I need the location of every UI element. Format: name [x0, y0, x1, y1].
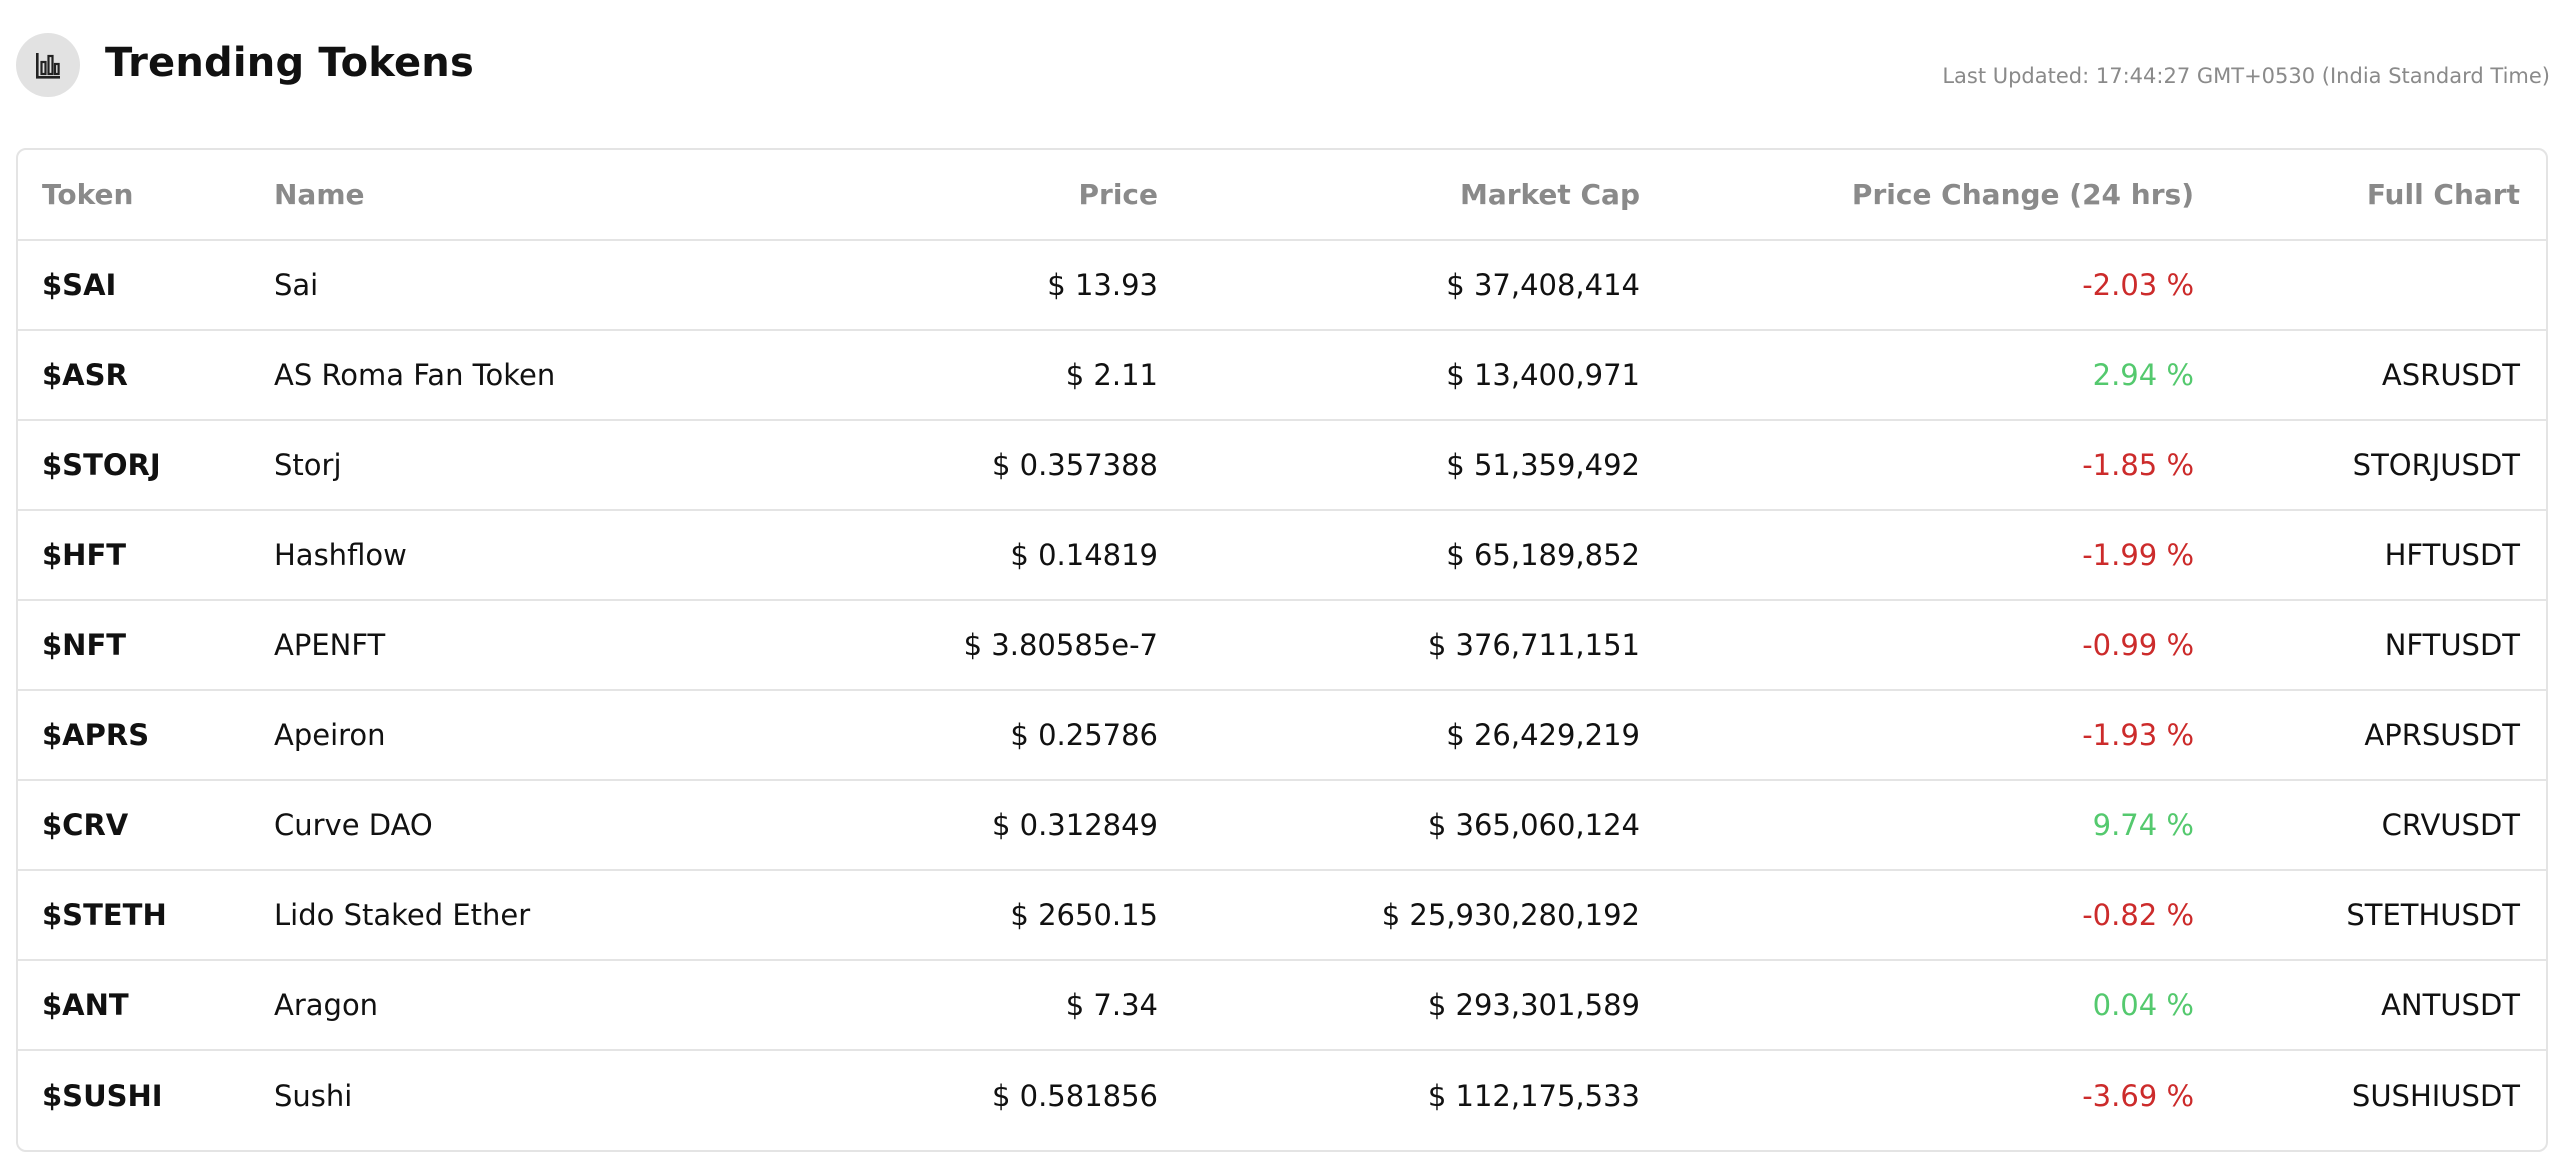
table-row[interactable]: $STORJ Storj $ 0.357388 $ 51,359,492 -1.85 %…	[18, 420, 2546, 511]
token-symbol[interactable]: $STETH	[18, 870, 274, 961]
table-row[interactable]: $SUSHI Sushi $ 0.581856 $ 112,175,533 -3.69 …	[18, 1050, 2546, 1140]
token-market-cap: $ 112,175,533	[1427, 1078, 1640, 1113]
token-price-change: -0.82 %	[1640, 870, 2194, 961]
token-market-cap: $ 13,400,971	[1158, 330, 1640, 421]
column-header-price[interactable]: Price	[784, 150, 1158, 241]
column-header-price-change[interactable]: Price Change (24 hrs)	[1640, 150, 2194, 241]
full-chart-link[interactable]: STETHUSDT	[2194, 870, 2546, 961]
full-chart-link[interactable]: HFTUSDT	[2194, 510, 2546, 601]
page-header: Trending Tokens Last Updated: 17:44:27 G…	[16, 33, 2550, 99]
table-row[interactable]: $NFT APENFT $ 3.80585e-7 $ 376,711,151 -0.99…	[18, 600, 2546, 691]
trending-tokens-table-card: Token Name Price Market Cap Price Change…	[16, 148, 2548, 1152]
table-row[interactable]: $STETH Lido Staked Ether $ 2650.15 $ 25,930…	[18, 870, 2546, 961]
column-header-name[interactable]: Name	[274, 150, 784, 241]
full-chart-link[interactable]: APRSUSDT	[2194, 690, 2546, 781]
full-chart-link[interactable]: STORJUSDT	[2194, 420, 2546, 511]
table-body: $SAI Sai $ 13.93 $ 37,408,414 -2.03 % $ASR AS …	[18, 240, 2546, 1140]
token-price-change: -0.99 %	[1640, 600, 2194, 691]
token-name: Lido Staked Ether	[274, 870, 784, 961]
token-market-cap: $ 365,060,124	[1158, 780, 1640, 871]
token-market-cap: $ 376,711,151	[1158, 600, 1640, 691]
token-symbol[interactable]: $NFT	[18, 600, 274, 691]
token-price-change: 0.04 %	[1640, 960, 2194, 1051]
token-market-cap: $ 51,359,492	[1158, 420, 1640, 511]
token-name: Storj	[274, 420, 784, 511]
token-price-change: 2.94 %	[1640, 330, 2194, 421]
trending-tokens-table: Token Name Price Market Cap Price Change…	[18, 150, 2546, 1140]
table-row[interactable]: $APRS Apeiron $ 0.25786 $ 26,429,219 -1.93 %…	[18, 690, 2546, 781]
full-chart-link[interactable]: ASRUSDT	[2194, 330, 2546, 421]
table-row[interactable]: $ANT Aragon $ 7.34 $ 293,301,589 0.04 % ANTUS…	[18, 960, 2546, 1051]
column-header-full-chart[interactable]: Full Chart	[2194, 150, 2546, 241]
token-price-change: -1.93 %	[1640, 690, 2194, 781]
token-name: Apeiron	[274, 690, 784, 781]
token-name: Curve DAO	[274, 780, 784, 871]
full-chart-link[interactable]	[2194, 240, 2546, 331]
page-title: Trending Tokens	[105, 40, 474, 86]
token-price-change: -1.85 %	[1640, 420, 2194, 511]
token-name: Aragon	[274, 960, 784, 1051]
table-row[interactable]: $CRV Curve DAO $ 0.312849 $ 365,060,124 9.74…	[18, 780, 2546, 871]
bar-chart-icon	[16, 33, 80, 97]
token-symbol[interactable]: $HFT	[18, 510, 274, 601]
token-symbol[interactable]: $STORJ	[18, 420, 274, 511]
token-market-cap: $ 37,408,414	[1158, 240, 1640, 331]
token-name: Sushi	[274, 1078, 353, 1113]
token-symbol[interactable]: $APRS	[18, 690, 274, 781]
full-chart-link[interactable]: NFTUSDT	[2194, 600, 2546, 691]
token-price-change: -1.99 %	[1640, 510, 2194, 601]
table-row[interactable]: $ASR AS Roma Fan Token $ 2.11 $ 13,400,971 2…	[18, 330, 2546, 421]
table-row[interactable]: $HFT Hashflow $ 0.14819 $ 65,189,852 -1.99 %…	[18, 510, 2546, 601]
full-chart-link[interactable]: ANTUSDT	[2194, 960, 2546, 1051]
token-price: $ 2650.15	[784, 870, 1158, 961]
column-header-market-cap[interactable]: Market Cap	[1158, 150, 1640, 241]
token-symbol[interactable]: $SUSHI	[42, 1078, 163, 1113]
token-symbol[interactable]: $ANT	[18, 960, 274, 1051]
token-market-cap: $ 25,930,280,192	[1158, 870, 1640, 961]
token-price: $ 2.11	[784, 330, 1158, 421]
column-header-token[interactable]: Token	[18, 150, 274, 241]
token-price: $ 0.312849	[784, 780, 1158, 871]
token-name: AS Roma Fan Token	[274, 330, 784, 421]
token-price: $ 0.357388	[784, 420, 1158, 511]
token-price: $ 0.581856	[991, 1078, 1158, 1113]
last-updated-timestamp: Last Updated: 17:44:27 GMT+0530 (India S…	[1942, 64, 2550, 88]
token-price-change: -2.03 %	[1640, 240, 2194, 331]
token-price-change: -3.69 %	[2082, 1078, 2194, 1113]
token-price: $ 7.34	[784, 960, 1158, 1051]
token-symbol[interactable]: $ASR	[18, 330, 274, 421]
token-price: $ 3.80585e-7	[784, 600, 1158, 691]
token-price-change: 9.74 %	[1640, 780, 2194, 871]
token-name: APENFT	[274, 600, 784, 691]
table-row[interactable]: $SAI Sai $ 13.93 $ 37,408,414 -2.03 %	[18, 240, 2546, 331]
token-market-cap: $ 26,429,219	[1158, 690, 1640, 781]
token-price: $ 13.93	[784, 240, 1158, 331]
token-symbol[interactable]: $CRV	[18, 780, 274, 871]
token-price: $ 0.14819	[784, 510, 1158, 601]
token-market-cap: $ 293,301,589	[1158, 960, 1640, 1051]
table-header-row: Token Name Price Market Cap Price Change…	[18, 150, 2546, 241]
full-chart-link[interactable]: SUSHIUSDT	[2351, 1078, 2520, 1113]
token-name: Sai	[274, 240, 784, 331]
token-price: $ 0.25786	[784, 690, 1158, 781]
token-market-cap: $ 65,189,852	[1158, 510, 1640, 601]
full-chart-link[interactable]: CRVUSDT	[2194, 780, 2546, 871]
token-symbol[interactable]: $SAI	[18, 240, 274, 331]
token-name: Hashflow	[274, 510, 784, 601]
